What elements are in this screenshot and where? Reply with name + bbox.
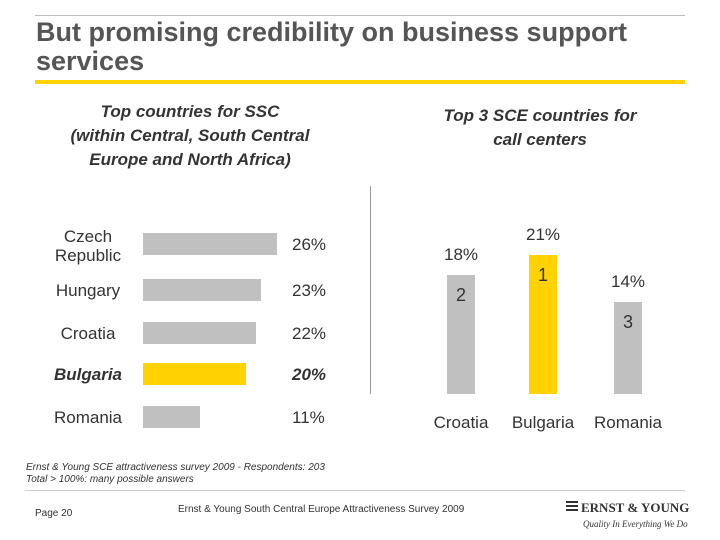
left-subtitle-line: (within Central, South Central: [70, 126, 310, 145]
value-label: 11%: [292, 408, 325, 427]
left-subtitle-line: Top countries for SSC: [100, 102, 280, 121]
svg-text:Quality In Everything We Do: Quality In Everything We Do: [583, 519, 688, 529]
left-chart-subtitle: Top countries for SSC (within Central, S…: [40, 100, 340, 172]
bar: [143, 279, 262, 301]
category-label: Romania: [53, 408, 123, 427]
footer-source: Ernst & Young South Central Europe Attra…: [178, 504, 465, 515]
footnote-line: Total > 100%: many possible answers: [26, 474, 194, 485]
right-subtitle-line: Top 3 SCE countries for: [443, 106, 637, 125]
left-bar-chart: Czech Republic 26% Hungary 23% Croatia 22% Bulg…: [0, 0, 360, 450]
footnote: Ernst & Young SCE attractiveness survey …: [26, 462, 426, 486]
value-label: 14%: [610, 271, 646, 291]
bar: [143, 363, 246, 385]
category-label: Czech Republic: [54, 227, 122, 265]
right-bar-chart: 18% 2 Croatia 21% 1 Bulgaria 14% 3 Romania: [433, 225, 663, 432]
value-label: 26%: [292, 235, 327, 254]
page-number: Page 20: [35, 508, 73, 519]
bar: [143, 406, 200, 428]
rank-label: 3: [622, 311, 633, 332]
bar: [143, 233, 277, 255]
value-label: 20%: [292, 365, 327, 384]
bar: [529, 255, 557, 394]
bar: [143, 322, 257, 344]
category-label: Croatia: [60, 324, 116, 343]
footnote-line: Ernst & Young SCE attractiveness survey …: [26, 462, 325, 473]
right-chart-axis: [370, 186, 371, 394]
category-label: Bulgaria: [53, 365, 123, 384]
svg-text:ERNST & YOUNG: ERNST & YOUNG: [581, 500, 689, 515]
footer-rule: [25, 490, 685, 491]
logo-mark-icon: ERNST & YOUNG Quality In Everything We D…: [566, 500, 689, 529]
value-label: 21%: [525, 225, 561, 245]
category-label: Croatia: [433, 413, 489, 432]
slide-title: But promising credibility on business su…: [36, 17, 628, 76]
top-rule: [35, 15, 685, 16]
ernst-young-logo: ERNST & YOUNG Quality In Everything We D…: [565, 498, 690, 532]
rank-label: 1: [537, 265, 548, 286]
right-subtitle-line: call centers: [493, 130, 587, 149]
value-label: 23%: [292, 281, 327, 300]
category-label: Romania: [593, 413, 663, 432]
rank-label: 2: [455, 285, 466, 306]
value-label: 18%: [443, 245, 479, 265]
bar: [447, 275, 475, 394]
category-label: Hungary: [55, 281, 121, 300]
left-subtitle-line: Europe and North Africa): [89, 150, 291, 169]
value-label: 22%: [292, 324, 327, 343]
right-chart-subtitle: Top 3 SCE countries for call centers: [400, 104, 680, 152]
bar: [614, 301, 642, 394]
category-label: Bulgaria: [511, 413, 575, 432]
title-underline: [35, 80, 685, 84]
